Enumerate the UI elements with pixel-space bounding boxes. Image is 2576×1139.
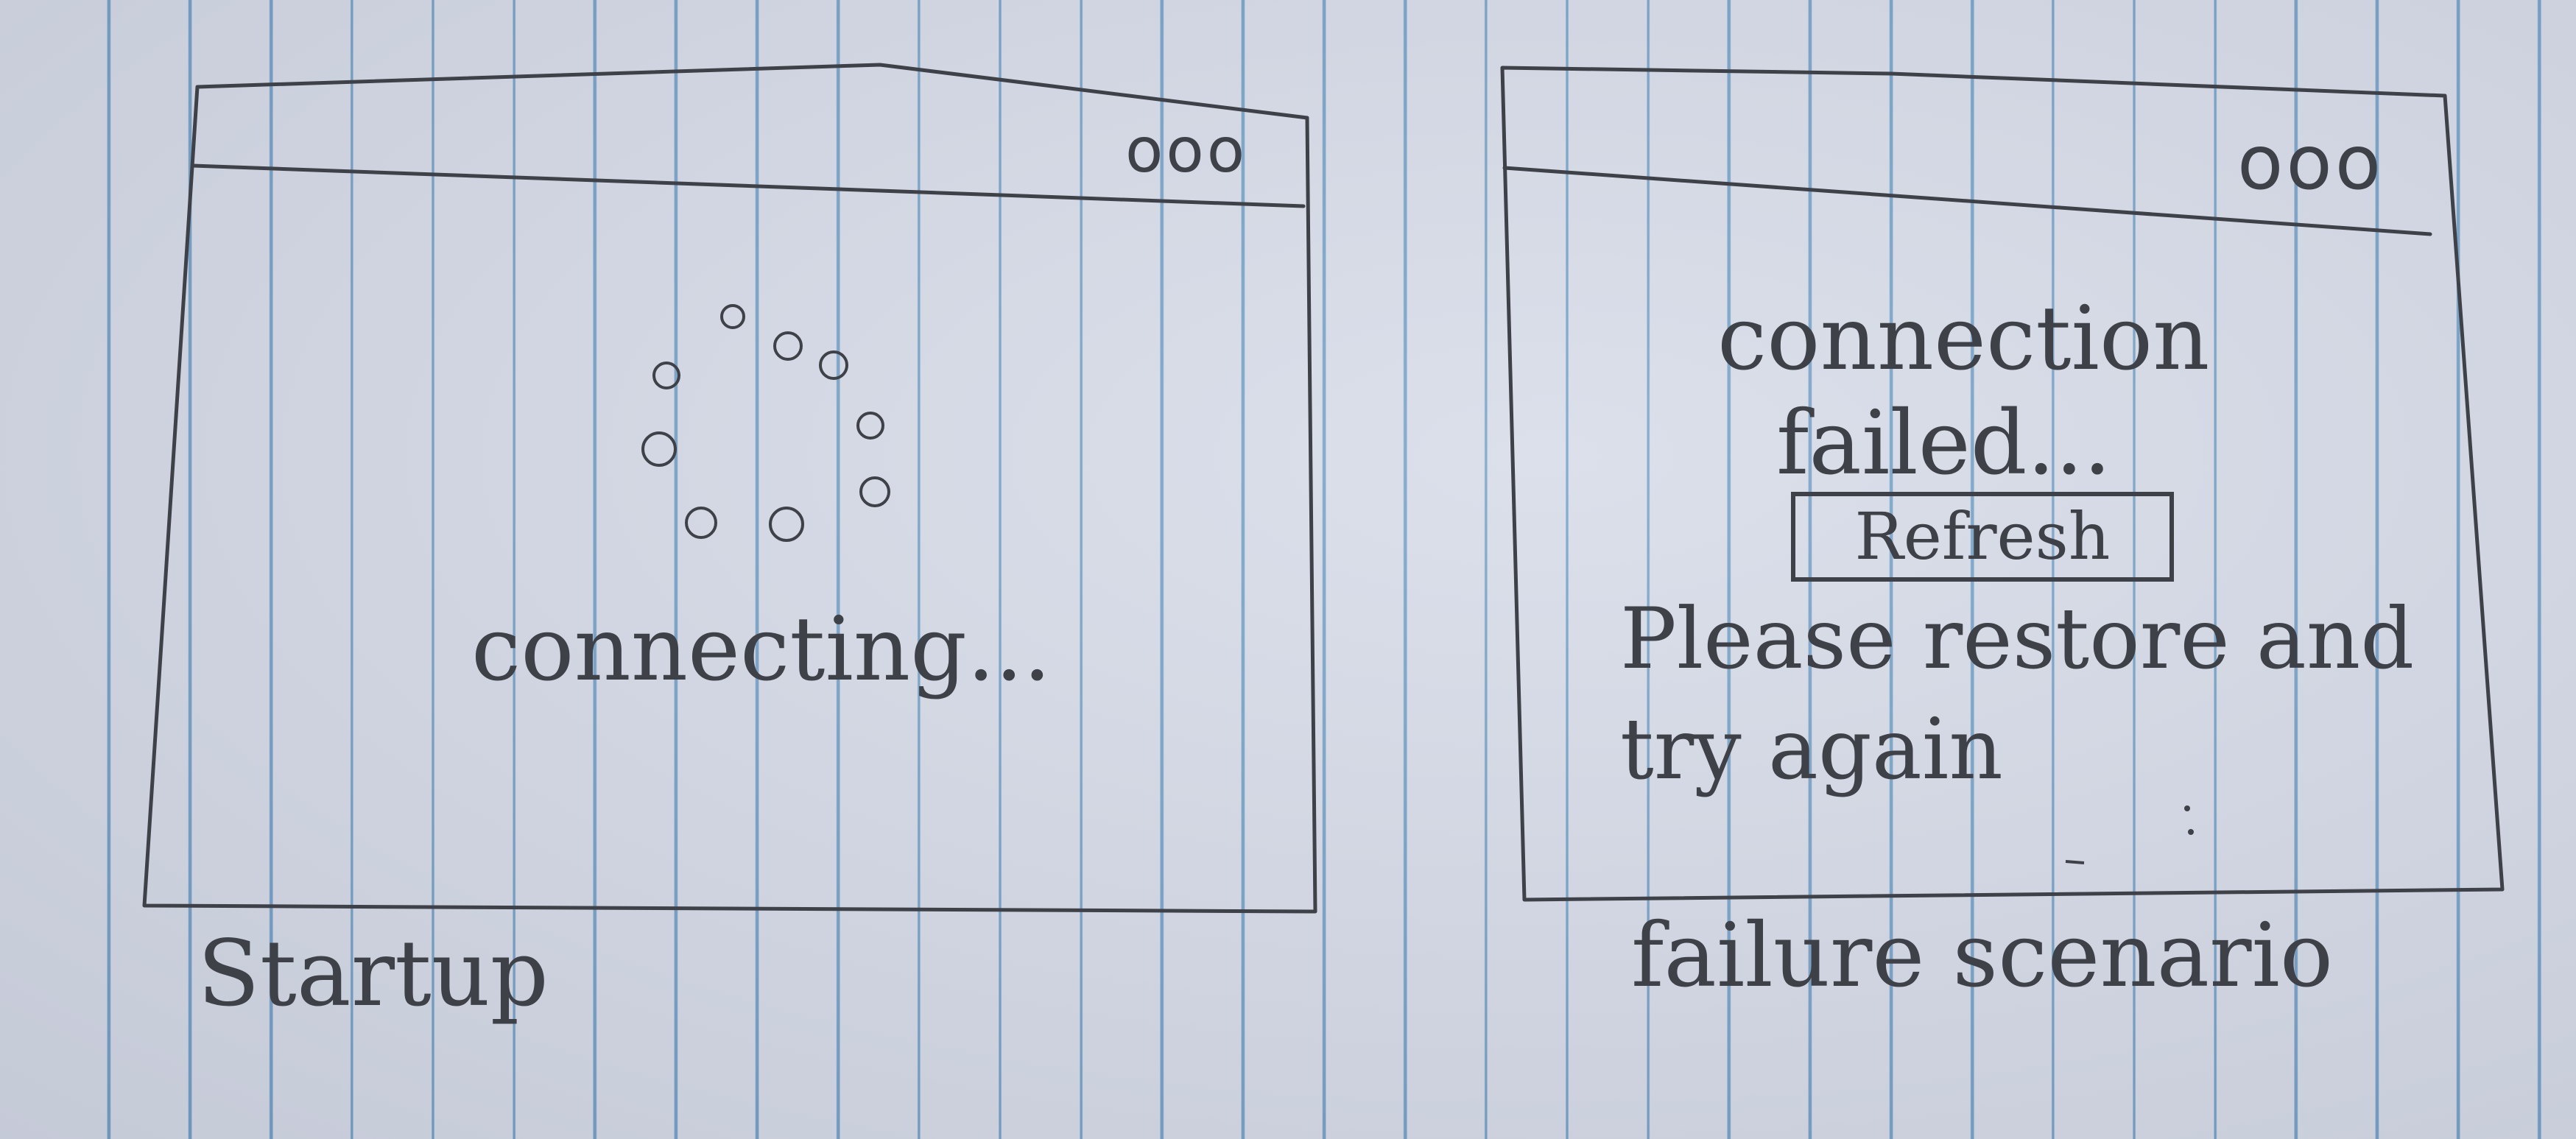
refresh-button[interactable]: Refresh: [1791, 492, 2174, 582]
failure-instruction-line-1: Please restore and: [1620, 590, 2415, 688]
failure-window-controls-icon: ooo: [2237, 119, 2385, 207]
spinner-dot: [856, 412, 884, 440]
failure-message-line-2: failed...: [1776, 392, 2111, 495]
spinner-dot: [819, 350, 848, 380]
startup-title-bar-divider: [191, 163, 1306, 208]
spinner-dot: [652, 362, 680, 389]
spinner-dot: [641, 431, 677, 467]
spinner-dot: [769, 507, 804, 542]
failure-window-frame: [1500, 66, 2505, 902]
failure-title-bar-divider: [1502, 166, 2432, 236]
startup-status-text: connecting...: [471, 599, 1052, 701]
startup-caption: Startup: [197, 921, 549, 1027]
startup-window-controls-icon: ooo: [1125, 114, 1248, 186]
startup-window-frame: [142, 63, 1317, 914]
failure-instruction-line-2: try again: [1620, 700, 2003, 798]
loading-spinner-icon: [641, 304, 890, 542]
failure-caption: failure scenario: [1631, 905, 2334, 1007]
stray-pencil-marks: [2065, 805, 2194, 864]
spinner-dot: [859, 476, 890, 507]
spinner-dot: [773, 331, 803, 361]
spinner-dot: [720, 304, 745, 329]
spinner-dot: [685, 507, 717, 539]
failure-message-line-1: connection: [1717, 288, 2210, 390]
